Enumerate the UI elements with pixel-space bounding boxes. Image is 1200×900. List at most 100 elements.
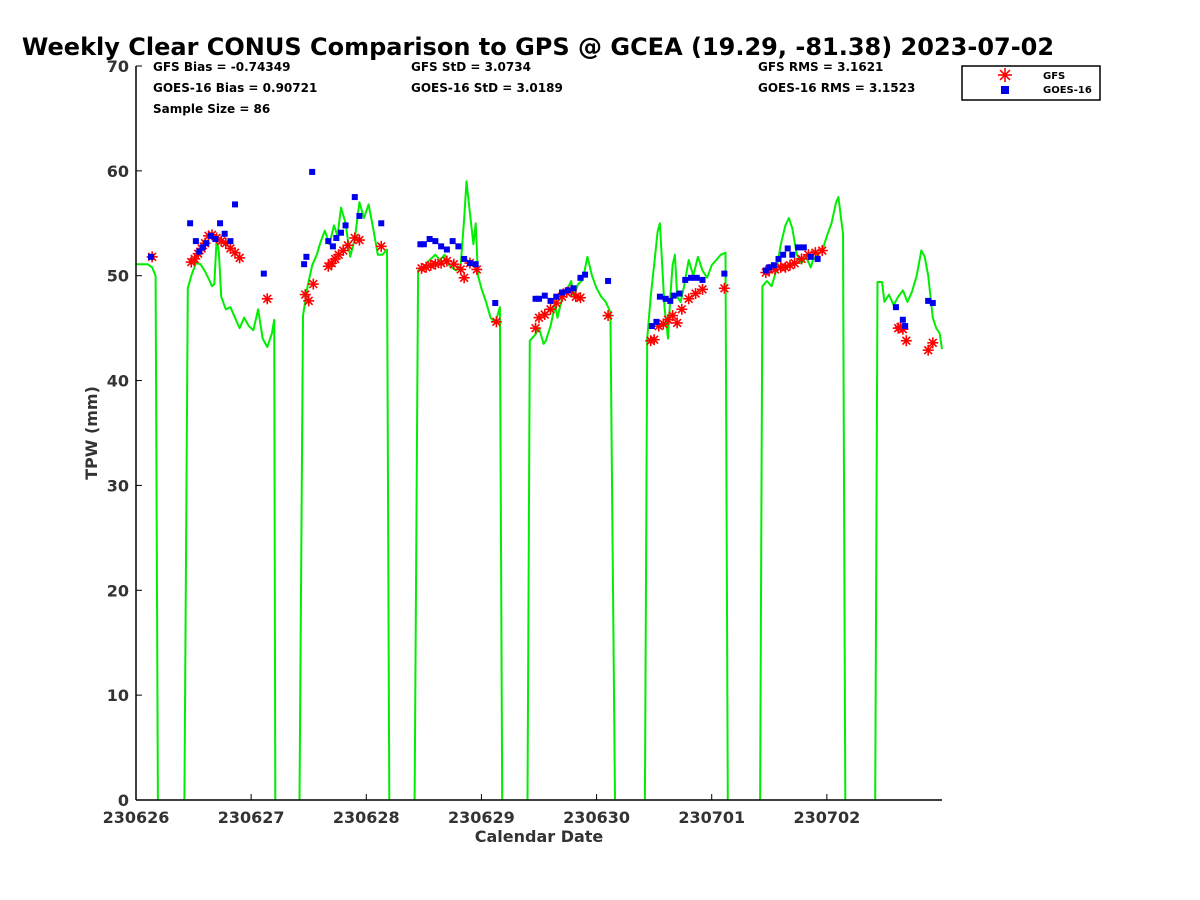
goes-point <box>449 238 456 245</box>
goes-point <box>667 297 674 304</box>
goes-point <box>203 240 210 247</box>
sample-size-text: Sample Size = 86 <box>153 102 270 116</box>
goes-point <box>147 253 154 260</box>
gps-line-segment <box>136 263 159 801</box>
goes-point <box>699 276 706 283</box>
gps-line-segment <box>759 196 847 801</box>
gfs-point <box>448 258 460 270</box>
goes-point <box>807 253 814 260</box>
gfs-rms-text: GFS RMS = 3.1621 <box>758 60 883 74</box>
goes-point <box>687 274 694 281</box>
goes-point <box>570 285 577 292</box>
gfs-point <box>922 344 934 356</box>
plot-area <box>136 168 943 801</box>
goes-point <box>227 238 234 245</box>
goes-point <box>333 234 340 241</box>
goes-point <box>207 232 214 239</box>
goes-point <box>217 220 224 227</box>
x-tick-label: 230628 <box>333 808 400 827</box>
y-tick-label: 0 <box>118 791 129 810</box>
gfs-point <box>816 245 828 257</box>
legend-box <box>961 65 1101 101</box>
gfs-point <box>458 272 470 284</box>
goes-point <box>420 241 427 248</box>
gfs-point <box>667 310 679 322</box>
goes-point <box>232 201 239 208</box>
goes-point <box>212 236 219 243</box>
goes-point <box>342 222 349 229</box>
gfs-bias-text: GFS Bias = -0.74349 <box>153 60 290 74</box>
goes-point <box>721 270 728 277</box>
goes-point <box>682 276 689 283</box>
goes-point <box>192 238 199 245</box>
gfs-point <box>683 293 695 305</box>
legend-goes-label: GOES-16 <box>1043 85 1092 96</box>
goes-point <box>925 297 932 304</box>
goes-point <box>536 295 542 302</box>
x-axis-ticks: 230626 230627 230628 230629 230630 230701 2307… <box>103 794 860 827</box>
stats-block: GFS Bias = -0.74349 GOES-16 Bias = 0.907… <box>153 60 915 116</box>
goes-point <box>417 241 424 248</box>
goes-point <box>541 292 548 299</box>
goes-point <box>378 220 385 227</box>
goes-point <box>693 274 700 281</box>
goes-point <box>784 245 791 252</box>
gfs-point <box>671 317 683 329</box>
goes-point <box>325 238 332 245</box>
gps-line-segment <box>413 180 504 801</box>
gfs-point <box>574 292 586 304</box>
gfs-point <box>455 263 467 275</box>
gfs-point <box>718 282 730 294</box>
legend-gfs-marker <box>998 68 1012 82</box>
gps-series <box>136 180 943 801</box>
goes-point <box>532 295 539 302</box>
goes-point <box>187 220 194 227</box>
goes-series <box>147 168 936 330</box>
goes-point <box>800 244 807 251</box>
gfs-point <box>261 293 273 305</box>
goes-point <box>329 243 336 250</box>
goes-point <box>766 264 773 271</box>
goes-point <box>426 236 433 243</box>
goes-point <box>670 292 677 299</box>
goes-point <box>553 293 560 300</box>
chart-title: Weekly Clear CONUS Comparison to GPS @ G… <box>22 33 1054 61</box>
legend-goes-marker <box>1001 86 1009 94</box>
goes-point <box>662 295 669 302</box>
goes-point <box>199 244 206 251</box>
goes-rms-text: GOES-16 RMS = 3.1523 <box>758 81 915 95</box>
goes-point <box>472 261 479 268</box>
gfs-point <box>927 337 939 349</box>
goes-point <box>676 290 683 297</box>
goes-point <box>221 230 228 237</box>
gfs-point <box>602 310 614 322</box>
gfs-point <box>697 283 709 295</box>
gfs-point <box>353 234 365 246</box>
goes-point <box>559 289 566 296</box>
goes-point <box>789 251 796 258</box>
gfs-point <box>530 322 542 334</box>
goes-point <box>577 274 584 281</box>
gfs-point <box>490 316 502 328</box>
gps-line-segment <box>643 222 729 801</box>
legend-gfs-label: GFS <box>1043 71 1065 82</box>
goes-point <box>892 304 899 311</box>
goes-point <box>196 248 203 255</box>
legend: GFS GOES-16 <box>961 65 1101 101</box>
goes-point <box>337 229 344 236</box>
y-tick-label: 60 <box>107 162 129 181</box>
goes-point <box>795 244 802 251</box>
y-axis-ticks: 0 10 20 30 40 50 60 70 <box>107 57 142 810</box>
x-tick-label: 230702 <box>793 808 860 827</box>
gfs-point <box>648 334 660 346</box>
y-tick-label: 50 <box>107 267 129 286</box>
legend-gfs-asterisk <box>998 68 1012 82</box>
goes-point <box>260 270 267 277</box>
x-tick-label: 230626 <box>103 808 170 827</box>
goes-point <box>466 260 473 267</box>
goes-point <box>770 262 777 269</box>
goes-point <box>301 261 308 268</box>
gfs-point <box>234 252 246 264</box>
gfs-point <box>789 257 801 269</box>
